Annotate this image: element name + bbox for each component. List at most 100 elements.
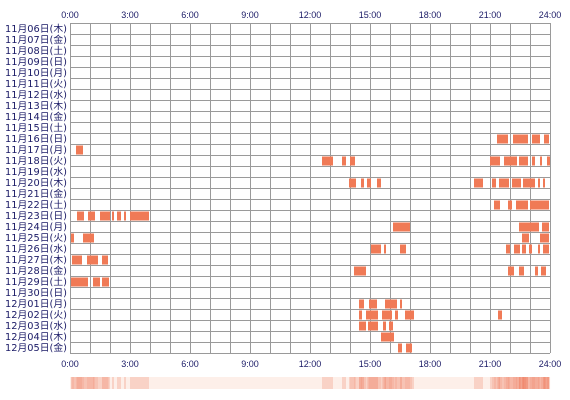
activity-bar	[371, 244, 381, 254]
density-strip-bin	[526, 377, 528, 389]
density-strip-bin	[459, 377, 461, 389]
density-strip-bin	[79, 377, 81, 389]
density-strip-bin	[313, 377, 315, 389]
density-strip-bin	[233, 377, 235, 389]
density-strip-bin	[442, 377, 444, 389]
density-strip-bin	[456, 377, 458, 389]
density-strip-bin	[215, 377, 217, 389]
activity-bar	[381, 332, 394, 342]
density-strip-bin	[424, 377, 426, 389]
density-strip-bin	[173, 377, 175, 389]
density-strip-bin	[260, 377, 262, 389]
density-strip-bin	[83, 377, 85, 389]
density-strip-bin	[505, 377, 507, 389]
density-strip-bin	[330, 377, 332, 389]
density-strip-bin	[138, 377, 140, 389]
density-strip-bin	[161, 377, 163, 389]
density-strip-bin	[402, 377, 404, 389]
density-strip-bin	[171, 377, 173, 389]
row-label: 11月17日(月)	[5, 145, 67, 156]
activity-bar	[543, 244, 549, 254]
activity-bar	[519, 266, 524, 276]
activity-bar	[361, 178, 364, 188]
activity-bar	[88, 211, 95, 221]
density-strip-bin	[508, 377, 510, 389]
density-strip-bin	[545, 377, 547, 389]
density-strip-bin	[108, 377, 110, 389]
density-strip-bin	[444, 377, 446, 389]
density-strip-bin	[460, 377, 462, 389]
x-tick-label-bottom: 9:00	[241, 359, 259, 369]
density-strip-bin	[164, 377, 166, 389]
density-strip-bin	[166, 377, 168, 389]
density-strip-bin	[223, 377, 225, 389]
activity-bar	[398, 343, 402, 353]
density-strip-bin	[117, 377, 119, 389]
density-strip-bin	[288, 377, 290, 389]
density-strip-bin	[232, 377, 234, 389]
density-strip-bin	[339, 377, 341, 389]
density-strip-bin	[299, 377, 301, 389]
density-strip-bin	[542, 377, 544, 389]
density-strip-bin	[156, 377, 158, 389]
density-strip-bin	[357, 377, 359, 389]
density-strip-bin	[249, 377, 251, 389]
density-strip-bin	[153, 377, 155, 389]
density-strip-bin	[541, 377, 543, 389]
activity-bar	[393, 222, 410, 232]
density-strip-bin	[406, 377, 408, 389]
density-strip-bin	[517, 377, 519, 389]
density-strip-bin	[465, 377, 467, 389]
density-strip-bin	[404, 377, 406, 389]
density-strip-bin	[529, 377, 531, 389]
activity-bar	[367, 178, 371, 188]
density-strip-bin	[335, 377, 337, 389]
density-strip-bin	[333, 377, 335, 389]
density-strip-bin	[451, 377, 453, 389]
activity-bar	[490, 156, 500, 166]
activity-bar	[538, 244, 540, 254]
activity-bar	[529, 244, 532, 254]
density-strip-bin	[346, 377, 348, 389]
density-strip-bin	[279, 377, 281, 389]
density-strip-bin	[540, 377, 542, 389]
density-strip-bin	[291, 377, 293, 389]
density-strip-bin	[409, 377, 411, 389]
density-strip-bin	[251, 377, 253, 389]
density-strip-bin	[382, 377, 384, 389]
density-strip-bin	[468, 377, 470, 389]
density-strip-bin	[152, 377, 154, 389]
density-strip-bin	[284, 377, 286, 389]
density-strip-bin	[193, 377, 195, 389]
density-strip-bin	[375, 377, 377, 389]
density-strip-bin	[522, 377, 524, 389]
x-tick-label-bottom: 15:00	[359, 359, 382, 369]
row-label: 12月02日(火)	[5, 310, 67, 321]
density-strip-bin	[133, 377, 135, 389]
density-strip-bin	[341, 377, 343, 389]
density-strip-bin	[87, 377, 89, 389]
density-strip-bin	[511, 377, 513, 389]
density-strip-bin	[101, 377, 103, 389]
density-strip-bin	[327, 377, 329, 389]
row-label: 11月26日(水)	[5, 243, 67, 255]
density-strip-bin	[498, 377, 500, 389]
density-strip-bin	[394, 377, 396, 389]
density-strip-bin	[399, 377, 401, 389]
density-strip-bin	[243, 377, 245, 389]
density-strip-bin	[532, 377, 534, 389]
density-strip-bin	[483, 377, 485, 389]
density-strip-bin	[208, 377, 210, 389]
density-strip-bin	[487, 377, 489, 389]
density-strip-bin	[475, 377, 477, 389]
activity-bar	[117, 211, 121, 221]
density-strip-bin	[227, 377, 229, 389]
density-strip-bin	[434, 377, 436, 389]
density-strip-bin	[305, 377, 307, 389]
density-strip-bin	[379, 377, 381, 389]
density-strip-bin	[76, 377, 78, 389]
density-strip-bin	[158, 377, 160, 389]
density-strip-bin	[519, 377, 521, 389]
activity-bar	[384, 244, 386, 254]
density-strip-bin	[85, 377, 87, 389]
